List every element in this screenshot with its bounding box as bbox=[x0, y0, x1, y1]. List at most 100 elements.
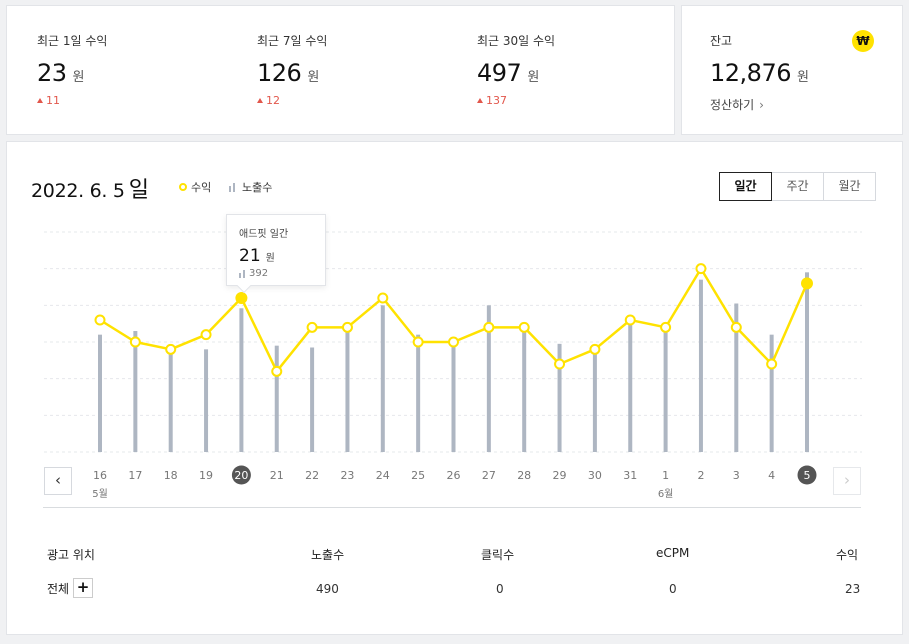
impressions-bar bbox=[451, 342, 456, 452]
chevron-right-icon: › bbox=[759, 97, 764, 112]
stat-delta: 11 bbox=[46, 94, 60, 107]
stat-value: 497 bbox=[477, 59, 522, 87]
impressions-bar bbox=[557, 343, 562, 452]
stat-delta: 137 bbox=[486, 94, 507, 107]
cell-ecpm: 0 bbox=[669, 582, 677, 596]
divider bbox=[43, 507, 861, 508]
x-tick-label: 23 bbox=[340, 469, 354, 482]
impressions-bar bbox=[663, 327, 668, 452]
impressions-bar bbox=[592, 353, 597, 452]
revenue-point bbox=[660, 321, 672, 333]
stat-7day: 최근 7일 수익 126 원 12 bbox=[257, 32, 327, 107]
x-tick-label: 1 bbox=[662, 469, 669, 482]
legend-revenue-label: 수익 bbox=[191, 181, 212, 194]
x-tick-label: 5 bbox=[804, 469, 811, 482]
impressions-icon bbox=[239, 269, 246, 278]
x-tick-label: 19 bbox=[199, 469, 213, 482]
prev-period-button[interactable]: ‹ bbox=[44, 467, 72, 495]
col-header-revenue: 수익 bbox=[836, 548, 859, 562]
revenue-point bbox=[624, 314, 636, 326]
x-tick-label: 31 bbox=[623, 469, 637, 482]
x-tick-label: 4 bbox=[768, 469, 775, 482]
balance-value: 12,876 bbox=[710, 59, 791, 87]
revenue-point bbox=[235, 292, 248, 304]
revenue-point bbox=[377, 292, 389, 304]
revenue-chart: 16 17 18 19 20 21 22 23 24 25 26 27 28 29 30 31 1 2 3 4 55월 6… bbox=[44, 231, 862, 500]
legend-bar-icon bbox=[229, 182, 237, 192]
revenue-point bbox=[695, 263, 707, 275]
tooltip-value: 21 bbox=[239, 246, 261, 266]
cell-clicks: 0 bbox=[496, 582, 504, 596]
up-arrow-icon bbox=[37, 98, 43, 103]
stat-label: 최근 30일 수익 bbox=[477, 34, 556, 48]
won-icon: ₩ bbox=[852, 30, 874, 52]
tooltip-unit: 원 bbox=[265, 253, 275, 264]
balance: 잔고 12,876 원 bbox=[710, 32, 809, 87]
stat-unit: 원 bbox=[307, 70, 320, 85]
x-tick-label: 25 bbox=[411, 469, 425, 482]
impressions-bar bbox=[274, 345, 279, 452]
up-arrow-icon bbox=[477, 98, 483, 103]
stats-card: 최근 1일 수익 23 원 11 최근 7일 수익 126 원 12 최근 30일 … bbox=[6, 5, 675, 135]
revenue-point bbox=[412, 336, 424, 348]
revenue-point bbox=[165, 343, 177, 355]
impressions-bar bbox=[522, 327, 527, 452]
revenue-point bbox=[483, 321, 495, 333]
up-arrow-icon bbox=[257, 98, 263, 103]
revenue-point bbox=[730, 321, 742, 333]
chart-date-suffix: 일 bbox=[128, 178, 149, 203]
revenue-point bbox=[271, 365, 283, 377]
legend-revenue: 수익 bbox=[179, 179, 211, 195]
tab-monthly[interactable]: 월간 bbox=[823, 172, 876, 201]
x-tick-label: 24 bbox=[376, 469, 390, 482]
impressions-bar bbox=[769, 334, 774, 452]
chevron-left-icon: ‹ bbox=[55, 471, 61, 489]
impressions-bar bbox=[380, 305, 385, 452]
revenue-point bbox=[448, 336, 459, 348]
balance-card: 잔고 12,876 원 ₩ 정산하기 › bbox=[681, 5, 903, 135]
table-row-total: 전체 + bbox=[47, 578, 94, 598]
balance-label: 잔고 bbox=[710, 34, 733, 48]
stat-1day: 최근 1일 수익 23 원 11 bbox=[37, 32, 107, 107]
x-tick-label: 3 bbox=[733, 469, 740, 482]
x-tick-label: 27 bbox=[482, 469, 496, 482]
revenue-point bbox=[766, 358, 778, 370]
impressions-bar bbox=[168, 349, 173, 452]
stat-30day: 최근 30일 수익 497 원 137 bbox=[477, 32, 555, 107]
impressions-bar bbox=[239, 308, 244, 452]
settle-link[interactable]: 정산하기 › bbox=[710, 96, 764, 113]
expand-plus-button[interactable]: + bbox=[73, 578, 94, 598]
impressions-bar bbox=[805, 272, 809, 452]
revenue-point bbox=[801, 277, 813, 290]
x-tick-label: 26 bbox=[447, 469, 461, 482]
stat-delta: 12 bbox=[266, 94, 280, 107]
col-header-clicks: 클릭수 bbox=[481, 548, 515, 562]
stat-unit: 원 bbox=[527, 70, 540, 85]
revenue-point bbox=[200, 329, 212, 341]
impressions-bar bbox=[133, 331, 138, 452]
legend-impressions-label: 노출수 bbox=[242, 181, 273, 194]
tooltip-title: 애드핏 일간 bbox=[239, 229, 289, 240]
col-header-ad-position: 광고 위치 bbox=[47, 548, 95, 562]
col-header-ecpm: eCPM bbox=[656, 546, 690, 560]
x-tick-label: 16 bbox=[93, 469, 107, 482]
x-tick-label: 30 bbox=[588, 469, 602, 482]
impressions-bar bbox=[204, 349, 209, 452]
revenue-point bbox=[518, 321, 530, 333]
col-header-impressions: 노출수 bbox=[311, 548, 345, 562]
impressions-bar bbox=[628, 323, 633, 452]
x-tick-label: 20 bbox=[234, 469, 248, 482]
legend-line-icon bbox=[179, 183, 187, 191]
x-tick-label: 2 bbox=[697, 469, 704, 482]
cell-revenue: 23 bbox=[845, 582, 861, 596]
revenue-point bbox=[129, 336, 141, 348]
tab-daily[interactable]: 일간 bbox=[719, 172, 772, 201]
next-period-button[interactable]: › bbox=[833, 467, 861, 495]
balance-unit: 원 bbox=[796, 70, 809, 85]
selected-date-marker bbox=[797, 465, 817, 485]
revenue-point bbox=[589, 343, 601, 355]
cell-impressions: 490 bbox=[316, 582, 339, 596]
x-tick-label: 22 bbox=[305, 469, 319, 482]
tooltip-impressions: 392 bbox=[249, 268, 269, 279]
revenue-point bbox=[306, 321, 318, 333]
